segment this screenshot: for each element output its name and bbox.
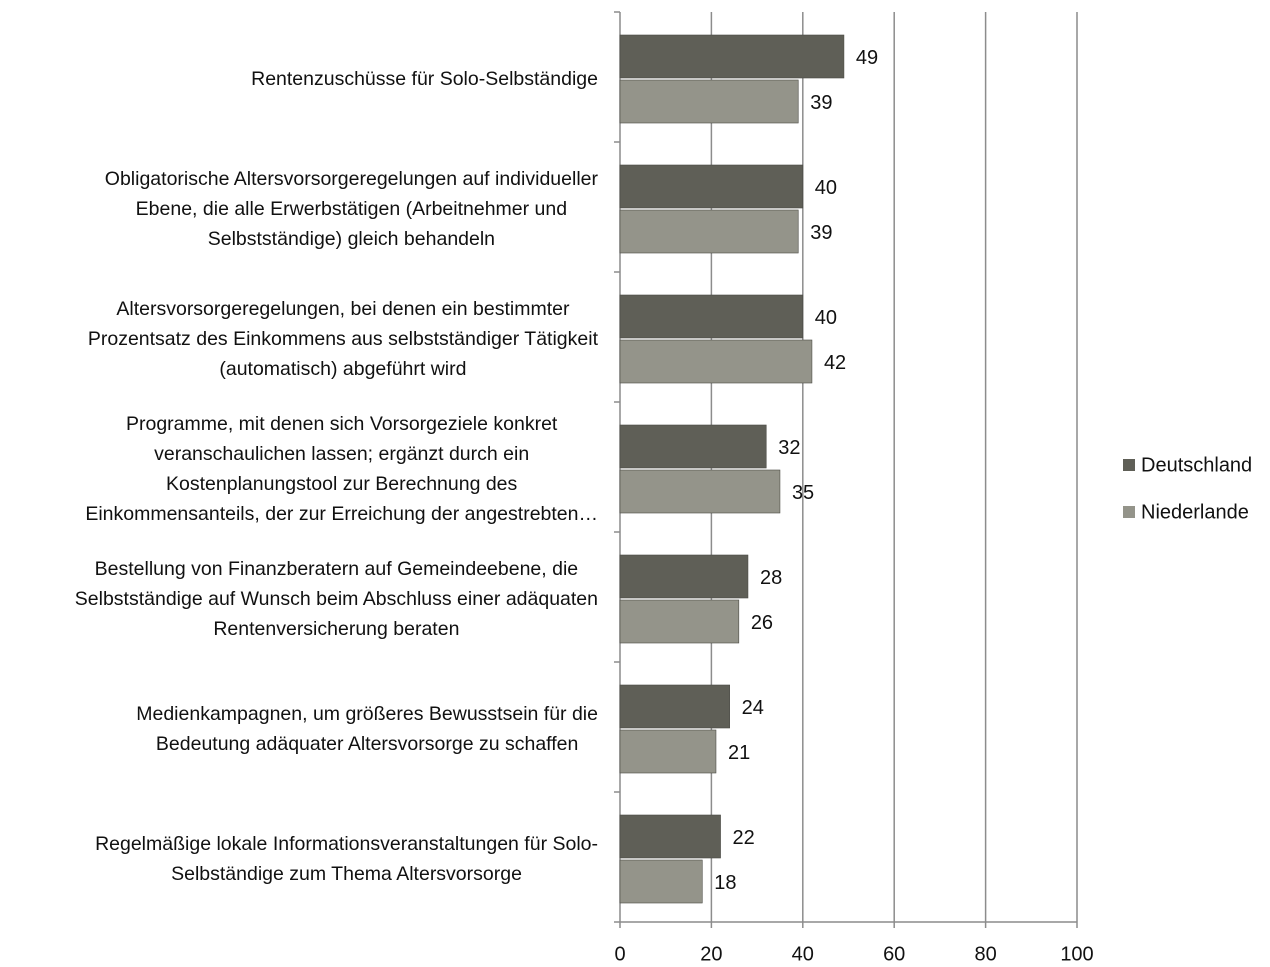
value-label: 40 — [815, 307, 837, 329]
x-tick-label: 0 — [614, 943, 625, 965]
y-tick-label: Rentenzuschüsse für Solo-Selbständige — [251, 68, 598, 90]
category-label-box: Programme, mit denen sich Vorsorgeziele … — [0, 409, 598, 529]
x-tick-label: 80 — [974, 943, 996, 965]
legend-label: Niederlande — [1141, 501, 1249, 523]
value-label: 39 — [810, 92, 832, 114]
bar — [619, 729, 717, 774]
category-label-box: Bestellung von Finanzberatern auf Gemein… — [0, 554, 598, 644]
x-tick-label: 60 — [883, 943, 905, 965]
bar — [619, 209, 799, 254]
category-label-box: Obligatorische Altersvorsorgeregelungen … — [0, 164, 598, 254]
y-tick-label: Obligatorische Altersvorsorgeregelungen … — [104, 168, 598, 250]
bar — [619, 599, 740, 644]
bar — [619, 294, 804, 339]
value-label: 49 — [856, 47, 878, 69]
legend-label: Deutschland — [1141, 454, 1252, 476]
category-label-box: Medienkampagnen, um größeres Bewusstsein… — [0, 699, 598, 759]
bar — [619, 554, 749, 599]
value-label: 39 — [810, 222, 832, 244]
bar — [619, 164, 804, 209]
y-tick-label: Regelmäßige lokale Informationsveranstal… — [95, 833, 598, 885]
legend-swatch — [1123, 459, 1135, 471]
value-label: 40 — [815, 177, 837, 199]
value-label: 22 — [733, 827, 755, 849]
bar — [619, 79, 799, 124]
value-label: 26 — [751, 612, 773, 634]
y-tick-label: Programme, mit denen sich Vorsorgeziele … — [85, 413, 598, 525]
value-label: 24 — [742, 697, 764, 719]
category-label-box: Altersvorsorgeregelungen, bei denen ein … — [0, 294, 598, 384]
bar — [619, 814, 721, 859]
value-label: 32 — [778, 437, 800, 459]
x-tick-label: 40 — [792, 943, 814, 965]
value-label: 18 — [714, 872, 736, 894]
value-label: 21 — [728, 742, 750, 764]
x-tick-label: 20 — [700, 943, 722, 965]
bar — [619, 469, 781, 514]
bar — [619, 339, 813, 384]
bar — [619, 684, 730, 729]
bar — [619, 424, 767, 469]
category-label-box: Regelmäßige lokale Informationsveranstal… — [0, 829, 598, 889]
bar — [619, 859, 703, 904]
y-tick-label: Altersvorsorgeregelungen, bei denen ein … — [87, 298, 598, 380]
y-tick-label: Medienkampagnen, um größeres Bewusstsein… — [136, 703, 598, 755]
value-label: 42 — [824, 352, 846, 374]
value-label: 28 — [760, 567, 782, 589]
category-label-box: Rentenzuschüsse für Solo-Selbständige — [0, 64, 598, 94]
bar — [619, 34, 845, 79]
value-label: 35 — [792, 482, 814, 504]
x-tick-label: 100 — [1060, 943, 1093, 965]
y-tick-label: Bestellung von Finanzberatern auf Gemein… — [74, 558, 598, 640]
legend-swatch — [1123, 506, 1135, 518]
